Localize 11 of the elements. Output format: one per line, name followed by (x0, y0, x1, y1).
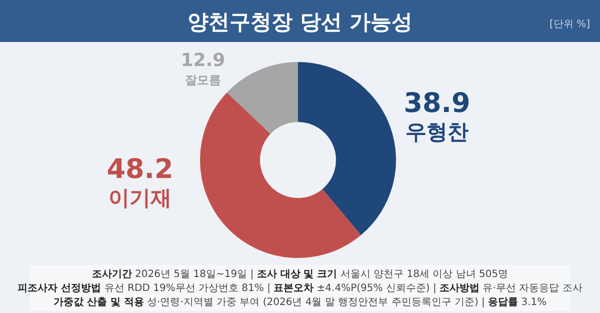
chart-title: 양천구청장 당선 가능성 (188, 10, 412, 34)
text: 가중값 산출 및 적용 성·연령·지역별 가중 부여 (2026년 4월 말 행정안전부 주민등록인구 기준) | 응답률 3.1% (53, 297, 547, 308)
text: 조사기간 2026년 5월 18일~19일 | 조사 대상 및 크기 서울시 양천구 18세 이상 남녀 505명 (92, 269, 508, 280)
data-label: 48.2 (106, 154, 174, 185)
data-label: 12.9 (180, 50, 226, 71)
slice-label: 우형찬 (406, 120, 468, 144)
text: 피조사자 선정방법 유선 RDD 19%무선 가상번호 81% | 표본오차 ±4.4%P(95% 신뢰수준) | 조사방법 유·무선 자동응답 조사 (18, 283, 582, 294)
text: [단위 %] (550, 19, 590, 30)
slice-label: 잘모름 (185, 73, 221, 87)
data-label: 38.9 (404, 88, 470, 119)
slice-label: 이기재 (108, 186, 172, 210)
